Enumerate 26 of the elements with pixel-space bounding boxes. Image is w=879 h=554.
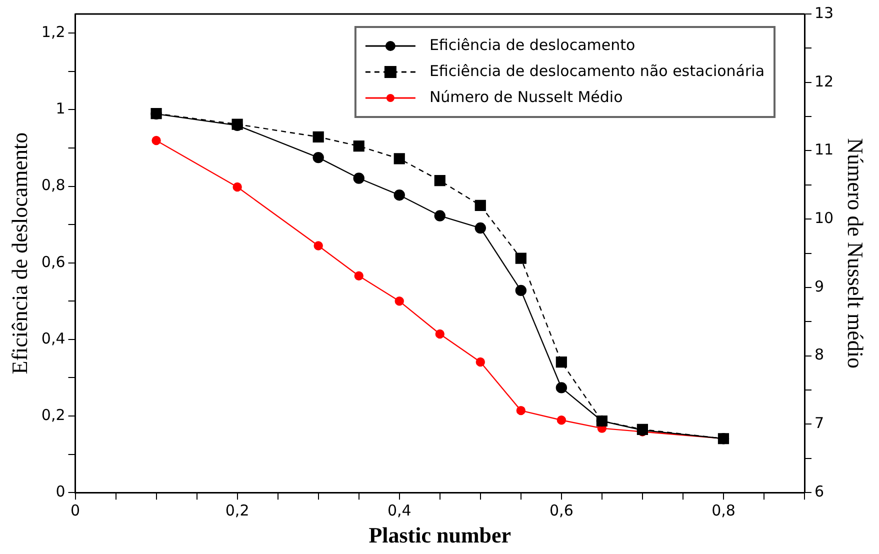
y-tick-label: 0 — [56, 482, 66, 500]
x-axis-title: Plastic number — [368, 522, 512, 548]
y-tick-label: 0,4 — [41, 329, 66, 348]
x-tick-label: 0 — [70, 501, 80, 520]
x-tick-label: 0,4 — [387, 501, 412, 520]
y2-tick-label: 12 — [814, 72, 834, 90]
y2-tick-label: 6 — [814, 482, 824, 500]
legend-label: Número de Nusselt Médio — [429, 88, 623, 106]
y2-axis-title: Número de Nusselt médio — [843, 138, 868, 368]
y-tick-label: 0,6 — [41, 252, 66, 271]
y-tick-label: 0,8 — [41, 176, 66, 194]
y-axis-title: Eficiência de deslocamento — [6, 132, 32, 374]
y2-tick-label: 7 — [814, 414, 824, 432]
y2-tick-label: 11 — [814, 140, 834, 159]
y2-tick-label: 8 — [814, 346, 824, 364]
y-tick-label: 1 — [56, 100, 66, 118]
y-tick-label: 0,2 — [41, 406, 66, 424]
x-tick-label: 0,2 — [225, 501, 250, 520]
y2-tick-label: 10 — [814, 209, 834, 228]
y2-tick-label: 9 — [814, 277, 824, 296]
legend-label: Eficiência de deslocamento — [429, 36, 636, 54]
y2-tick-label: 13 — [814, 4, 834, 22]
x-tick-label: 0,6 — [549, 501, 574, 520]
x-tick-label: 0,8 — [712, 501, 736, 520]
legend-label: Eficiência de deslocamento não estacionária — [429, 62, 765, 80]
y-tick-label: 1,2 — [41, 23, 66, 42]
